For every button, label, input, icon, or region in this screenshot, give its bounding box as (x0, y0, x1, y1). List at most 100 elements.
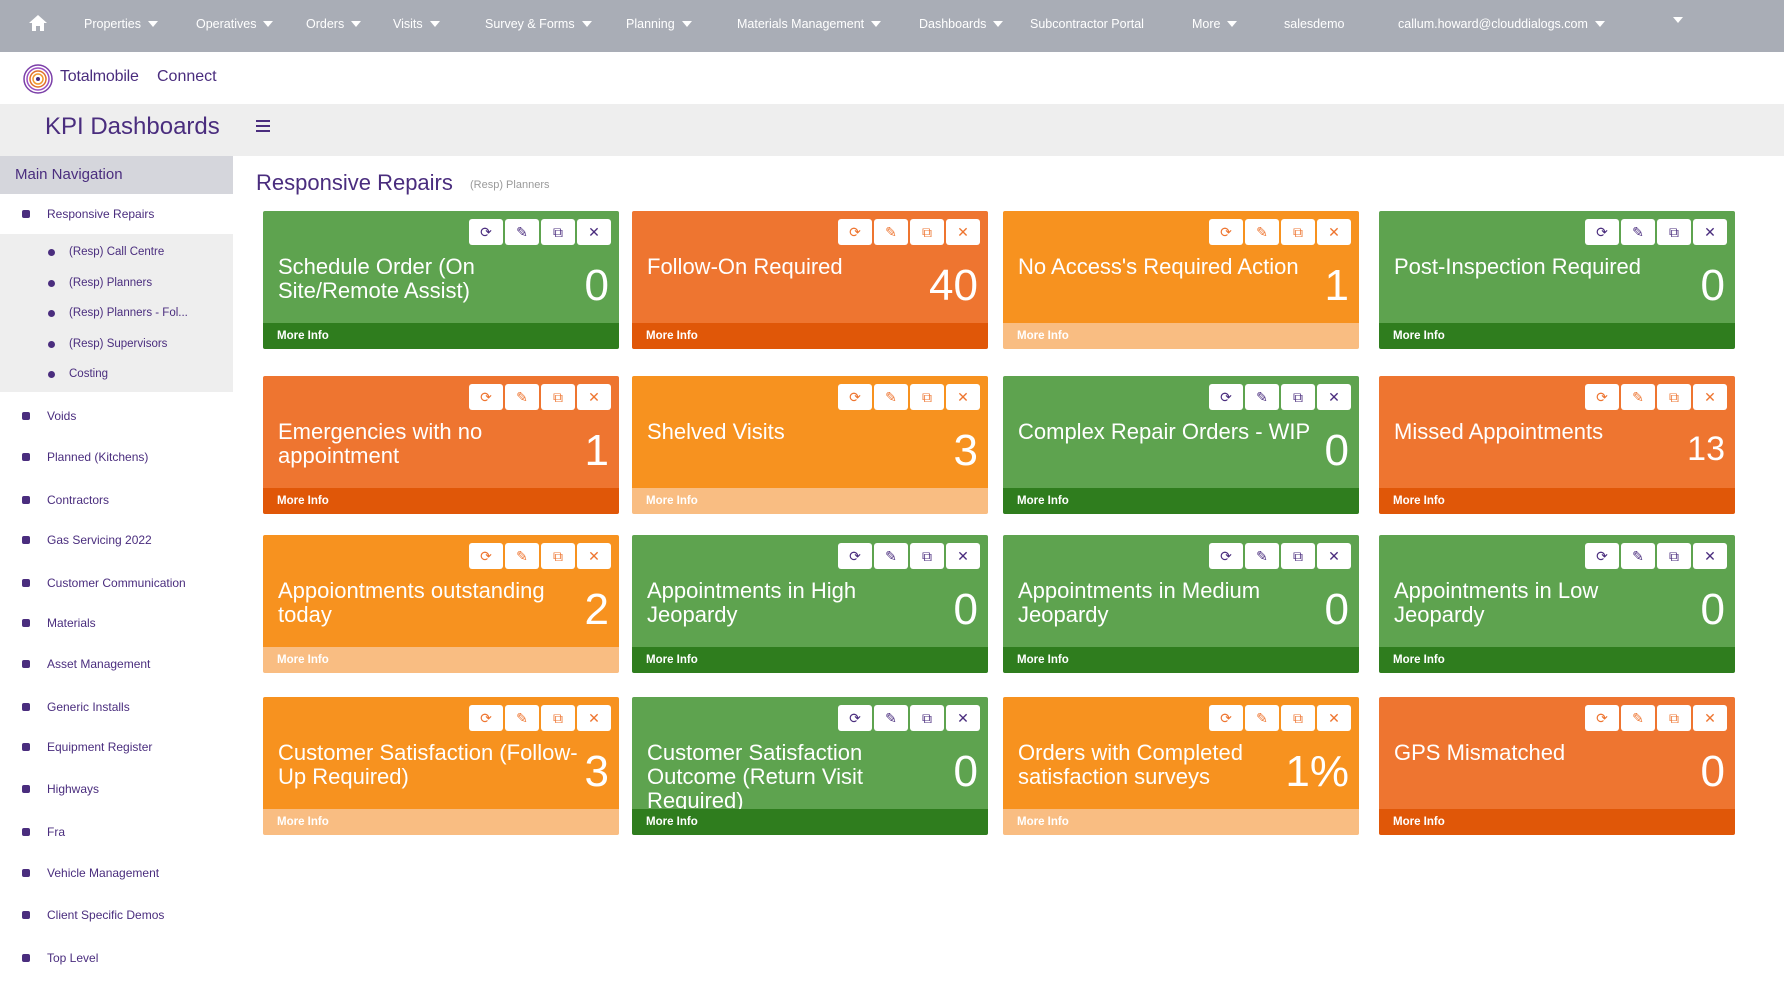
copy-button[interactable]: ⧉ (1281, 384, 1315, 410)
sidebar-item[interactable]: Materials (22, 616, 96, 630)
sidebar-item[interactable]: Generic Installs (22, 700, 130, 714)
copy-button[interactable]: ⧉ (1657, 384, 1691, 410)
more-info-link[interactable]: More Info (1003, 323, 1359, 349)
edit-button[interactable]: ✎ (1621, 384, 1655, 410)
more-info-link[interactable]: More Info (1003, 647, 1359, 673)
refresh-button[interactable]: ⟳ (838, 543, 872, 569)
remove-button[interactable]: ✕ (577, 705, 611, 731)
nav-operatives[interactable]: Operatives (196, 17, 274, 31)
edit-button[interactable]: ✎ (1245, 543, 1279, 569)
nav-materials-management[interactable]: Materials Management (737, 17, 882, 31)
remove-button[interactable]: ✕ (1693, 384, 1727, 410)
remove-button[interactable]: ✕ (1693, 219, 1727, 245)
remove-button[interactable]: ✕ (1693, 705, 1727, 731)
refresh-button[interactable]: ⟳ (1209, 219, 1243, 245)
nav-properties[interactable]: Properties (84, 17, 158, 31)
kpi-tile[interactable]: ⟳ ✎ ⧉ ✕ Customer Satisfaction Outcome (Retur… (632, 697, 988, 835)
edit-button[interactable]: ✎ (1245, 705, 1279, 731)
remove-button[interactable]: ✕ (577, 384, 611, 410)
more-info-link[interactable]: More Info (1003, 809, 1359, 835)
nav-orders[interactable]: Orders (306, 17, 362, 31)
edit-button[interactable]: ✎ (505, 384, 539, 410)
refresh-button[interactable]: ⟳ (1585, 384, 1619, 410)
kpi-tile[interactable]: ⟳ ✎ ⧉ ✕ Shelved Visits 3 More Info (632, 376, 988, 514)
more-info-link[interactable]: More Info (1379, 809, 1735, 835)
sidebar-item[interactable]: Highways (22, 782, 99, 796)
nav-more[interactable]: More (1192, 17, 1238, 31)
more-info-link[interactable]: More Info (1379, 488, 1735, 514)
kpi-tile[interactable]: ⟳ ✎ ⧉ ✕ Emergencies with no appointment 1 More… (263, 376, 619, 514)
copy-button[interactable]: ⧉ (541, 219, 575, 245)
sidebar-item[interactable]: Asset Management (22, 657, 150, 671)
kpi-tile[interactable]: ⟳ ✎ ⧉ ✕ No Access's Required Action 1 More Inf… (1003, 211, 1359, 349)
sidebar-item-responsive-repairs[interactable]: Responsive Repairs (22, 207, 154, 221)
sidebar-item[interactable]: Vehicle Management (22, 866, 159, 880)
remove-button[interactable]: ✕ (1693, 543, 1727, 569)
refresh-button[interactable]: ⟳ (1585, 543, 1619, 569)
more-info-link[interactable]: More Info (632, 488, 988, 514)
refresh-button[interactable]: ⟳ (838, 705, 872, 731)
refresh-button[interactable]: ⟳ (1209, 705, 1243, 731)
more-info-link[interactable]: More Info (1379, 323, 1735, 349)
more-info-link[interactable]: More Info (632, 809, 988, 835)
refresh-button[interactable]: ⟳ (469, 384, 503, 410)
remove-button[interactable]: ✕ (1317, 705, 1351, 731)
copy-button[interactable]: ⧉ (910, 219, 944, 245)
edit-button[interactable]: ✎ (874, 543, 908, 569)
sidebar-subitem[interactable]: Costing (48, 368, 108, 380)
sidebar-subitem[interactable]: (Resp) Supervisors (48, 338, 167, 350)
remove-button[interactable]: ✕ (946, 219, 980, 245)
refresh-button[interactable]: ⟳ (838, 219, 872, 245)
kpi-tile[interactable]: ⟳ ✎ ⧉ ✕ Missed Appointments 13 More Info (1379, 376, 1735, 514)
remove-button[interactable]: ✕ (577, 543, 611, 569)
home-icon[interactable] (28, 13, 48, 33)
remove-button[interactable]: ✕ (1317, 384, 1351, 410)
kpi-tile[interactable]: ⟳ ✎ ⧉ ✕ Customer Satisfaction (Follow-Up Req… (263, 697, 619, 835)
sidebar-item[interactable]: Top Level (22, 951, 98, 965)
edit-button[interactable]: ✎ (1621, 219, 1655, 245)
kpi-tile[interactable]: ⟳ ✎ ⧉ ✕ Follow-On Required 40 More Info (632, 211, 988, 349)
sidebar-item[interactable]: Voids (22, 409, 76, 423)
nav-salesdemo[interactable]: salesdemo (1284, 17, 1345, 31)
sidebar-item[interactable]: Contractors (22, 493, 109, 507)
refresh-button[interactable]: ⟳ (1585, 705, 1619, 731)
more-info-link[interactable]: More Info (263, 488, 619, 514)
refresh-button[interactable]: ⟳ (469, 219, 503, 245)
kpi-tile[interactable]: ⟳ ✎ ⧉ ✕ Appoiontments outstanding today 2 More… (263, 535, 619, 673)
more-info-link[interactable]: More Info (632, 647, 988, 673)
edit-button[interactable]: ✎ (505, 705, 539, 731)
refresh-button[interactable]: ⟳ (1209, 543, 1243, 569)
edit-button[interactable]: ✎ (1621, 543, 1655, 569)
kpi-tile[interactable]: ⟳ ✎ ⧉ ✕ GPS Mismatched 0 More Info (1379, 697, 1735, 835)
refresh-button[interactable]: ⟳ (469, 705, 503, 731)
remove-button[interactable]: ✕ (946, 705, 980, 731)
refresh-button[interactable]: ⟳ (469, 543, 503, 569)
edit-button[interactable]: ✎ (505, 543, 539, 569)
menu-toggle-icon[interactable] (256, 120, 270, 132)
nav-overflow[interactable] (1673, 17, 1683, 23)
nav-subcontractor-portal[interactable]: Subcontractor Portal (1030, 17, 1144, 31)
copy-button[interactable]: ⧉ (1281, 219, 1315, 245)
sidebar-item[interactable]: Fra (22, 825, 65, 839)
copy-button[interactable]: ⧉ (1657, 219, 1691, 245)
sidebar-subitem[interactable]: (Resp) Call Centre (48, 246, 164, 258)
edit-button[interactable]: ✎ (1621, 705, 1655, 731)
more-info-link[interactable]: More Info (1003, 488, 1359, 514)
more-info-link[interactable]: More Info (263, 809, 619, 835)
nav-visits[interactable]: Visits (393, 17, 440, 31)
remove-button[interactable]: ✕ (577, 219, 611, 245)
sidebar-item[interactable]: Customer Communication (22, 576, 186, 590)
more-info-link[interactable]: More Info (263, 647, 619, 673)
sidebar-subitem[interactable]: (Resp) Planners (48, 277, 152, 289)
kpi-tile[interactable]: ⟳ ✎ ⧉ ✕ Schedule Order (On Site/Remote Assis… (263, 211, 619, 349)
kpi-tile[interactable]: ⟳ ✎ ⧉ ✕ Appointments in Medium Jeopardy 0 More… (1003, 535, 1359, 673)
remove-button[interactable]: ✕ (946, 384, 980, 410)
kpi-tile[interactable]: ⟳ ✎ ⧉ ✕ Orders with Completed satisfaction s… (1003, 697, 1359, 835)
edit-button[interactable]: ✎ (1245, 219, 1279, 245)
edit-button[interactable]: ✎ (1245, 384, 1279, 410)
refresh-button[interactable]: ⟳ (1209, 384, 1243, 410)
copy-button[interactable]: ⧉ (910, 543, 944, 569)
copy-button[interactable]: ⧉ (1657, 705, 1691, 731)
kpi-tile[interactable]: ⟳ ✎ ⧉ ✕ Appointments in High Jeopardy 0 More I… (632, 535, 988, 673)
copy-button[interactable]: ⧉ (910, 705, 944, 731)
